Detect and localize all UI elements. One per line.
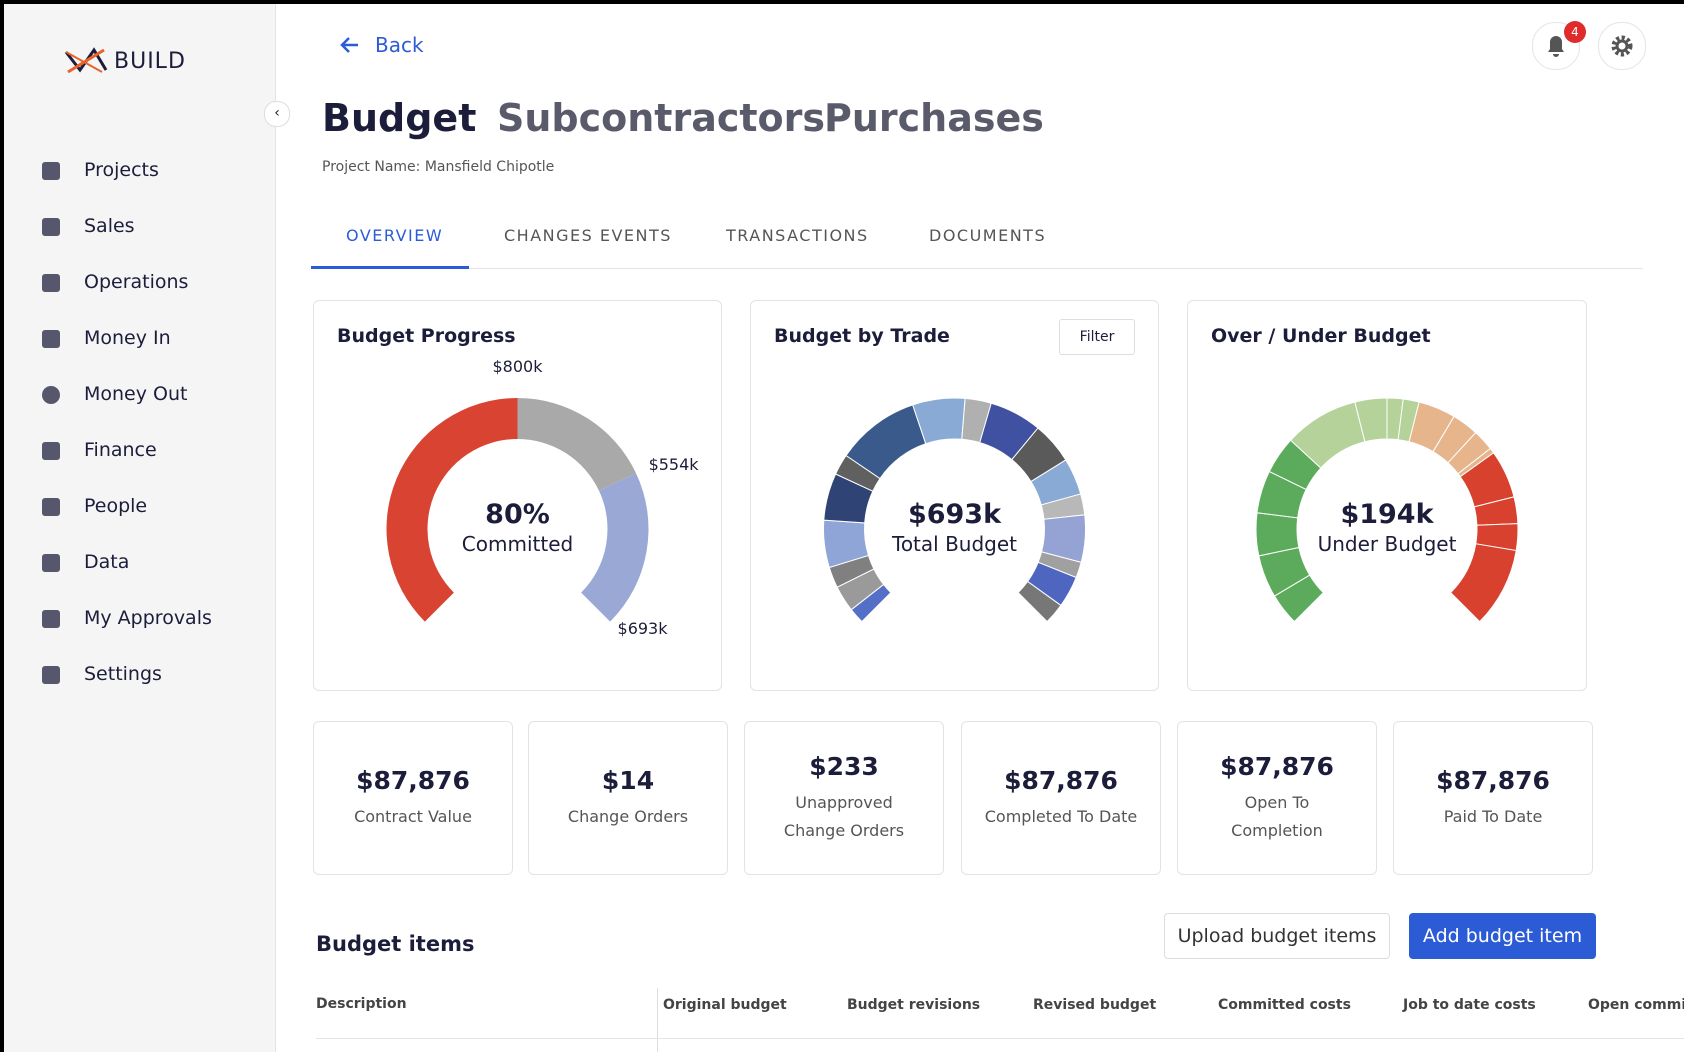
filter-button[interactable]: Filter — [1059, 319, 1135, 355]
gauge-segment — [581, 473, 649, 622]
gauge-segment — [1449, 543, 1517, 623]
stat-card: $87,876 Paid To Date — [1393, 721, 1593, 875]
gauge-value: $693k — [908, 499, 1002, 530]
settings-button[interactable] — [1598, 22, 1646, 70]
sub-tab[interactable]: TRANSACTIONS — [726, 226, 869, 245]
stat-label: Contract Value — [354, 806, 472, 826]
column-header: Original budget — [663, 997, 787, 1013]
page-tab[interactable]: Budget — [322, 96, 477, 140]
nav-icon — [42, 442, 60, 460]
nav-item[interactable]: Data — [84, 551, 130, 573]
card-title: Budget by Trade — [774, 325, 950, 347]
stat-label: Completion — [1231, 820, 1323, 840]
card-title: Budget Progress — [337, 325, 516, 347]
stat-card: $87,876 Completed To Date — [961, 721, 1161, 875]
nav-item[interactable]: People — [84, 495, 148, 517]
card-title: Over / Under Budget — [1211, 325, 1431, 347]
column-divider — [657, 988, 658, 1052]
gauge-label: Total Budget — [891, 532, 1017, 556]
gauge-annotation: $554k — [649, 455, 700, 474]
gauge-label: Under Budget — [1318, 532, 1457, 556]
back-arrow[interactable] — [338, 34, 362, 56]
back-link[interactable]: Back — [375, 33, 424, 57]
stat-card: $87,876 Open To Completion — [1177, 721, 1377, 875]
column-header: Description — [316, 996, 407, 1012]
stat-label: Paid To Date — [1443, 806, 1543, 826]
chart-card: Budget Progress 80% Committed $800k $554k $69… — [313, 300, 722, 691]
stat-value: $233 — [809, 751, 879, 781]
gauge-label: Committed — [462, 532, 573, 556]
column-header: Revised budget — [1033, 997, 1157, 1013]
gauge-annotation: $800k — [493, 357, 544, 376]
nav-item[interactable]: Operations — [84, 271, 189, 293]
chart-card: Over / Under Budget $194k Under Budget — [1187, 300, 1587, 691]
nav-icon — [42, 330, 60, 348]
gauge-segment — [517, 398, 637, 491]
page-tab[interactable]: Purchases — [824, 96, 1044, 140]
chart-card: Budget by Trade Filter $693k Total Budget — [750, 300, 1159, 691]
stat-card: $87,876 Contract Value — [313, 721, 513, 875]
stat-value: $87,876 — [356, 765, 470, 795]
column-header: Budget revisions — [847, 997, 981, 1013]
logo-icon — [64, 47, 108, 74]
column-header: Open commit — [1588, 997, 1684, 1013]
sub-tab[interactable]: DOCUMENTS — [929, 226, 1047, 245]
notifications-button[interactable] — [1532, 22, 1580, 70]
column-header: Committed costs — [1218, 997, 1351, 1013]
stat-value: $14 — [601, 765, 655, 795]
column-header: Job to date costs — [1403, 997, 1536, 1013]
gauge-annotation: $693k — [618, 619, 669, 638]
logo-text: BUILD — [114, 49, 186, 74]
nav-icon — [42, 666, 60, 684]
nav-item[interactable]: Money Out — [84, 383, 188, 405]
stat-card: $14 Change Orders — [528, 721, 728, 875]
nav-icon — [42, 610, 60, 628]
nav-icon — [42, 386, 60, 404]
stat-label: Change Orders — [567, 806, 689, 826]
collapse-button[interactable]: ‹ — [264, 101, 290, 127]
nav-icon — [42, 274, 60, 292]
add-button[interactable]: Add budget item — [1409, 913, 1596, 959]
stat-value: $87,876 — [1436, 765, 1550, 795]
gauge: 80%Committed $800k $554k $693k — [386, 357, 700, 638]
sub-tab[interactable]: CHANGES EVENTS — [504, 226, 672, 245]
sub-tab[interactable]: OVERVIEW — [346, 226, 444, 245]
stat-card: $233 Unapproved Change Orders — [744, 721, 944, 875]
stat-label: Change Orders — [783, 820, 905, 840]
nav-icon — [42, 498, 60, 516]
nav-item[interactable]: Sales — [84, 215, 135, 237]
nav-item[interactable]: My Approvals — [84, 607, 212, 629]
gauge-segment — [1017, 580, 1062, 623]
project-name: Project Name: Mansfield Chipotle — [322, 159, 555, 175]
sidebar: BUILD Projects Sales Operations Money In Mon… — [4, 4, 276, 1052]
gauge-value: 80% — [485, 499, 550, 530]
nav-item[interactable]: Money In — [84, 327, 171, 349]
gauge-segment — [386, 398, 518, 622]
stat-value: $87,876 — [1004, 765, 1118, 795]
upload-button[interactable]: Upload budget items — [1164, 913, 1390, 959]
nav-icon — [42, 218, 60, 236]
page-tab[interactable]: Subcontractors — [497, 96, 826, 140]
nav-icon — [42, 162, 60, 180]
header-divider — [316, 1038, 1684, 1039]
nav-item[interactable]: Projects — [84, 159, 159, 181]
nav-item[interactable]: Settings — [84, 663, 162, 685]
nav-item[interactable]: Finance — [84, 439, 157, 461]
notification-badge: 4 — [1564, 21, 1586, 43]
stat-label: Completed To Date — [984, 806, 1138, 826]
gauge-value: $194k — [1340, 499, 1434, 530]
stat-label: Unapproved — [795, 792, 893, 812]
tab-divider — [311, 268, 1643, 269]
nav-icon — [42, 554, 60, 572]
stat-value: $87,876 — [1220, 751, 1334, 781]
active-tab-underline — [311, 266, 469, 269]
section-title: Budget items — [316, 932, 475, 956]
stat-label: Open To — [1244, 792, 1310, 812]
